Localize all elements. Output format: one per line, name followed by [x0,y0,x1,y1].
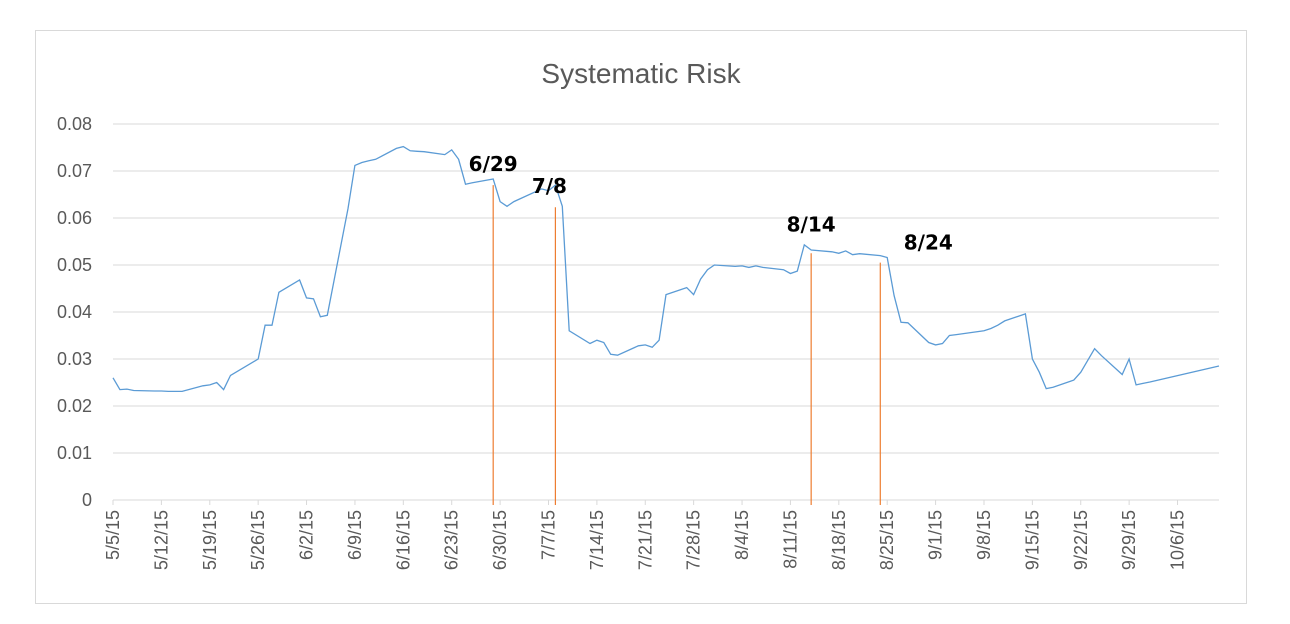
x-tick-label: 6/2/15 [297,510,317,560]
annotation-label: 8/14 [787,212,836,236]
y-tick-label: 0.06 [57,208,92,228]
x-tick-label: 8/11/15 [780,510,800,569]
x-axis-ticks: 5/5/15 5/12/15 5/19/15 5/26/15 6/2/15 6/9/15 6… [103,500,1188,570]
x-tick-label: 5/12/15 [151,510,171,570]
y-tick-label: 0 [82,490,92,510]
x-tick-label: 9/1/15 [926,510,946,560]
annotation-labels: 6/29 7/8 8/14 8/24 [469,152,953,255]
x-tick-label: 6/16/15 [393,510,413,570]
x-tick-label: 6/30/15 [490,510,510,570]
y-tick-label: 0.08 [57,114,92,134]
annotation-label: 8/24 [904,231,953,255]
y-axis-ticks: 0 0.01 0.02 0.03 0.04 0.05 0.06 0.07 0.08 [57,114,92,510]
x-tick-label: 8/4/15 [732,510,752,560]
x-tick-label: 8/25/15 [877,510,897,570]
y-tick-label: 0.05 [57,255,92,275]
x-tick-label: 7/28/15 [684,510,704,570]
x-tick-label: 5/26/15 [248,510,268,570]
y-tick-label: 0.02 [57,396,92,416]
gridlines [113,123,1219,501]
annotation-lines [492,185,881,505]
y-tick-label: 0.03 [57,349,92,369]
x-tick-label: 5/19/15 [200,510,220,570]
x-tick-label: 8/18/15 [829,510,849,570]
y-tick-label: 0.04 [57,302,92,322]
series-line [112,145,1220,393]
x-tick-label: 7/21/15 [635,510,655,570]
x-tick-label: 5/5/15 [103,510,123,560]
x-tick-label: 6/23/15 [442,510,462,570]
chart-frame [35,30,1247,604]
x-tick-label: 7/7/15 [538,510,558,560]
y-tick-label: 0.01 [57,443,92,463]
y-tick-label: 0.07 [57,161,92,181]
x-tick-label: 9/22/15 [1071,510,1091,570]
x-tick-label: 9/8/15 [974,510,994,560]
x-tick-label: 10/6/15 [1168,510,1188,570]
x-tick-label: 7/14/15 [587,510,607,570]
x-tick-label: 6/9/15 [345,510,365,560]
annotation-label: 6/29 [469,152,518,176]
x-tick-label: 9/15/15 [1022,510,1042,570]
x-tick-label: 9/29/15 [1119,510,1139,570]
annotation-label: 7/8 [532,174,567,198]
chart-title: Systematic Risk [541,58,741,89]
